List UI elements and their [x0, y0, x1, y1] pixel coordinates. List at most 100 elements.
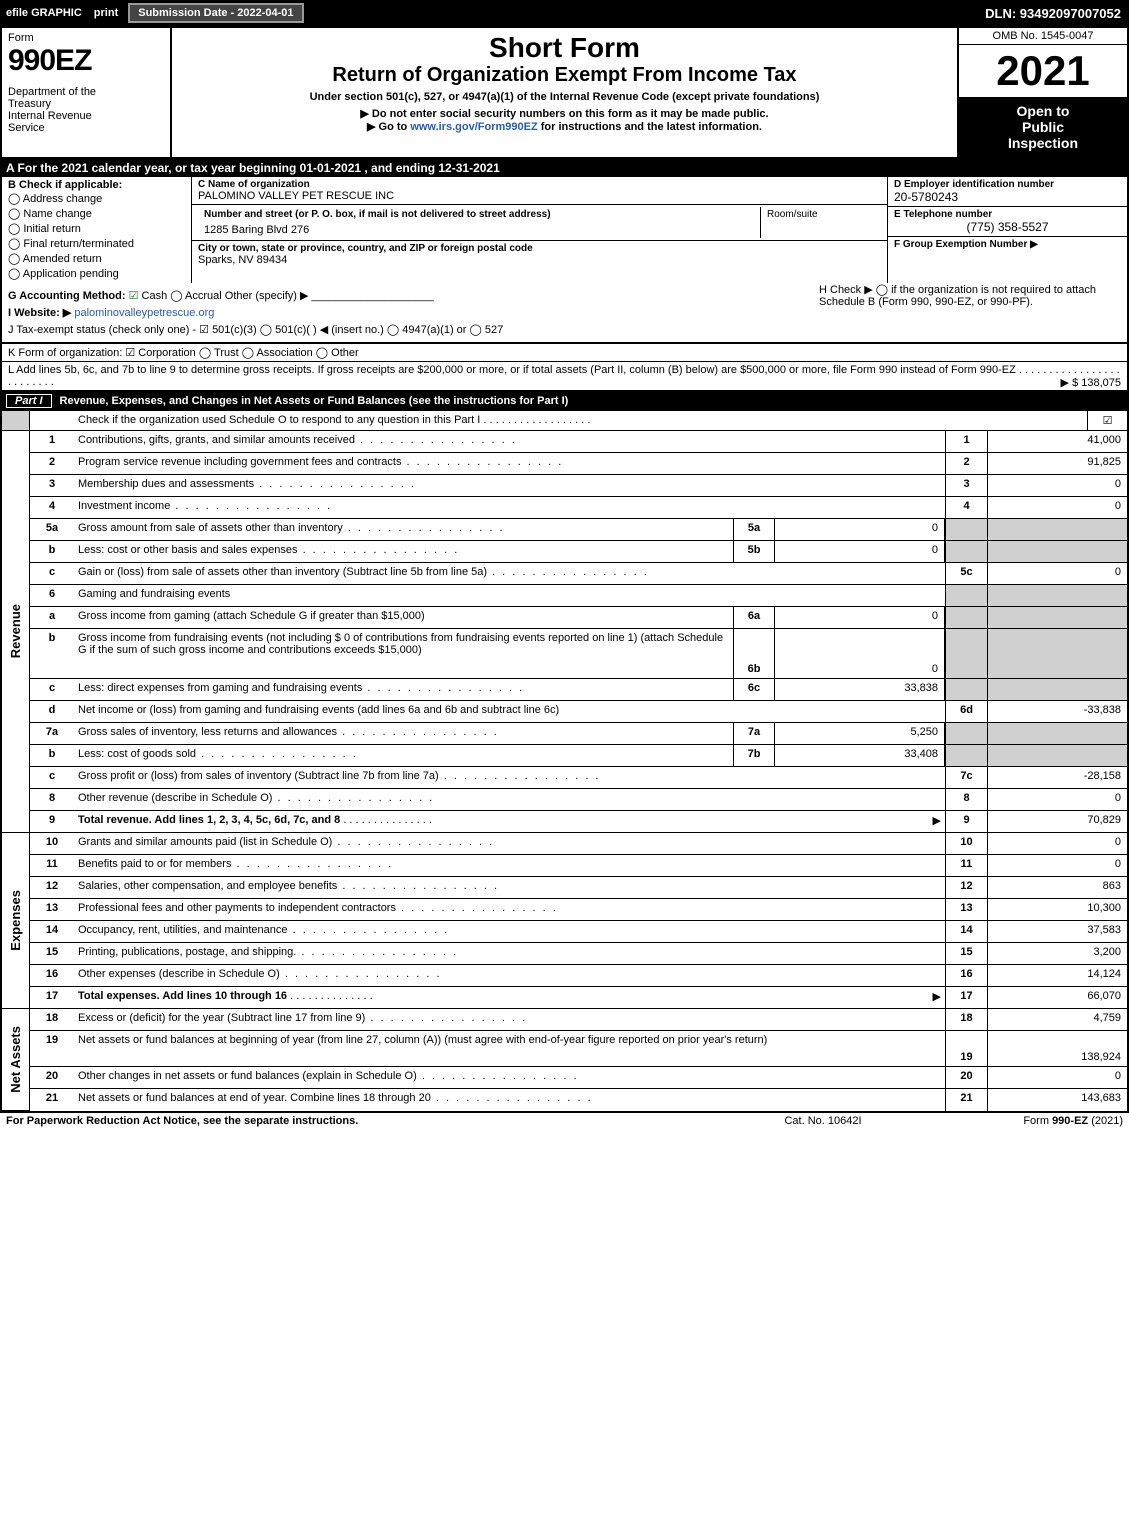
line-6-ev-grey [987, 585, 1127, 606]
line-5a-num: 5a [30, 519, 74, 540]
line-20-num: 20 [30, 1067, 74, 1088]
line-4-ev: 0 [987, 497, 1127, 518]
part-i-sub-check[interactable]: ☑ [1087, 411, 1127, 430]
form-title: Short Form [180, 32, 949, 64]
line-18-num: 18 [30, 1009, 74, 1030]
line-6-desc: Gaming and fundraising events [74, 585, 945, 606]
revenue-tab: Revenue [6, 600, 25, 662]
line-4-desc: Investment income [74, 497, 945, 518]
city-value: Sparks, NV 89434 [198, 254, 881, 266]
line-16-desc: Other expenses (describe in Schedule O) [74, 965, 945, 986]
irs-link[interactable]: www.irs.gov/Form990EZ [410, 121, 537, 133]
ein-label: D Employer identification number [894, 179, 1121, 190]
row-j: J Tax-exempt status (check only one) - ☑… [8, 321, 1121, 338]
line-16-en: 16 [945, 965, 987, 986]
line-5c-desc: Gain or (loss) from sale of assets other… [74, 563, 945, 584]
line-15-ev: 3,200 [987, 943, 1127, 964]
dln-label: DLN: 93492097007052 [977, 6, 1129, 21]
line-7b-ev-grey [987, 745, 1127, 766]
line-5b-en-grey [945, 541, 987, 562]
revenue-section: Revenue 1Contributions, gifts, grants, a… [0, 431, 1129, 833]
line-6b-en-grey [945, 629, 987, 678]
line-18-en: 18 [945, 1009, 987, 1030]
line-5a-desc: Gross amount from sale of assets other t… [74, 519, 733, 540]
i-label: I Website: ▶ [8, 307, 71, 319]
line-21-en: 21 [945, 1089, 987, 1111]
line-6c-mn: 6c [733, 679, 775, 700]
chk-cash[interactable]: Cash [129, 290, 168, 302]
line-5c-en: 5c [945, 563, 987, 584]
part-i-sub: Check if the organization used Schedule … [30, 411, 1087, 430]
line-9-arrow: ▶ [933, 814, 941, 827]
line-1-ev: 41,000 [987, 431, 1127, 452]
line-6d-desc: Net income or (loss) from gaming and fun… [74, 701, 945, 722]
chk-accrual[interactable]: Accrual [170, 290, 221, 302]
line-6-en-grey [945, 585, 987, 606]
chk-initial-return[interactable]: Initial return [8, 221, 185, 236]
line-6b-desc: Gross income from fundraising events (no… [74, 629, 733, 678]
line-13-ev: 10,300 [987, 899, 1127, 920]
line-2-desc: Program service revenue including govern… [74, 453, 945, 474]
expenses-tab: Expenses [6, 886, 25, 955]
g-label: G Accounting Method: [8, 290, 126, 302]
line-7a-ev-grey [987, 723, 1127, 744]
line-2-en: 2 [945, 453, 987, 474]
line-7b-mv: 33,408 [775, 745, 945, 766]
chk-application-pending[interactable]: Application pending [8, 266, 185, 281]
department-label: Department of theTreasuryInternal Revenu… [8, 86, 164, 134]
form-note-ssn: ▶ Do not enter social security numbers o… [180, 107, 949, 120]
line-6a-num: a [30, 607, 74, 628]
part-i-sub-text: Check if the organization used Schedule … [78, 414, 480, 426]
line-5b-mv: 0 [775, 541, 945, 562]
line-7a-num: 7a [30, 723, 74, 744]
line-17-ev: 66,070 [987, 987, 1127, 1008]
line-5a-mv: 0 [775, 519, 945, 540]
tax-year: 2021 [959, 45, 1127, 97]
website-link[interactable]: palominovalleypetrescue.org [74, 307, 214, 319]
footer-notice: For Paperwork Reduction Act Notice, see … [6, 1115, 723, 1127]
city-label: City or town, state or province, country… [198, 243, 881, 254]
chk-address-change[interactable]: Address change [8, 191, 185, 206]
part-i-header: Part I Revenue, Expenses, and Changes in… [0, 391, 1129, 411]
chk-other[interactable]: Other (specify) ▶ [225, 290, 309, 302]
line-12-ev: 863 [987, 877, 1127, 898]
line-6c-en-grey [945, 679, 987, 700]
line-21-ev: 143,683 [987, 1089, 1127, 1111]
line-12-en: 12 [945, 877, 987, 898]
row-h: H Check ▶ ◯ if the organization is not r… [819, 283, 1119, 308]
line-7c-desc: Gross profit or (loss) from sales of inv… [74, 767, 945, 788]
line-1-num: 1 [30, 431, 74, 452]
chk-final-return[interactable]: Final return/terminated [8, 236, 185, 251]
line-17-desc: Total expenses. Add lines 10 through 16 … [74, 987, 945, 1008]
line-6a-en-grey [945, 607, 987, 628]
line-4-num: 4 [30, 497, 74, 518]
phone-label: E Telephone number [894, 209, 1121, 220]
line-10-desc: Grants and similar amounts paid (list in… [74, 833, 945, 854]
line-6b-num: b [30, 629, 74, 678]
line-8-desc: Other revenue (describe in Schedule O) [74, 789, 945, 810]
line-5b-desc: Less: cost or other basis and sales expe… [74, 541, 733, 562]
line-7a-mn: 7a [733, 723, 775, 744]
submission-date: Submission Date - 2022-04-01 [128, 3, 303, 23]
org-name: PALOMINO VALLEY PET RESCUE INC [198, 190, 881, 202]
group-exemption-label: F Group Exemption Number ▶ [894, 239, 1121, 250]
line-6c-num: c [30, 679, 74, 700]
top-bar: efile GRAPHIC print Submission Date - 20… [0, 0, 1129, 26]
print-button[interactable]: print [88, 7, 124, 19]
line-7a-mv: 5,250 [775, 723, 945, 744]
form-note-link: ▶ Go to www.irs.gov/Form990EZ for instru… [180, 120, 949, 133]
line-8-ev: 0 [987, 789, 1127, 810]
efile-label: efile GRAPHIC [0, 7, 88, 19]
chk-name-change[interactable]: Name change [8, 206, 185, 221]
line-8-num: 8 [30, 789, 74, 810]
chk-amended-return[interactable]: Amended return [8, 251, 185, 266]
net-assets-tab: Net Assets [6, 1022, 25, 1097]
line-13-num: 13 [30, 899, 74, 920]
line-16-ev: 14,124 [987, 965, 1127, 986]
line-10-num: 10 [30, 833, 74, 854]
line-5b-mn: 5b [733, 541, 775, 562]
line-14-ev: 37,583 [987, 921, 1127, 942]
line-15-num: 15 [30, 943, 74, 964]
line-3-desc: Membership dues and assessments [74, 475, 945, 496]
part-i-subheader: Check if the organization used Schedule … [0, 411, 1129, 431]
